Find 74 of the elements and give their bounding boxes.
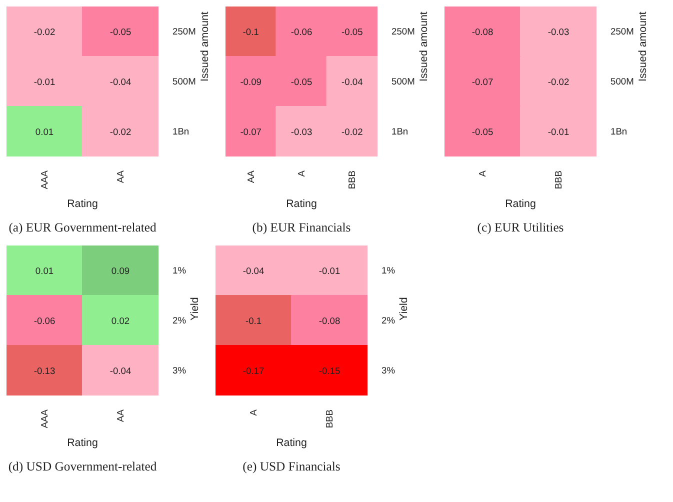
data-label: -0.08 xyxy=(318,316,340,326)
y-tick-label: 2% xyxy=(382,316,395,326)
data-label: -0.1 xyxy=(242,27,259,37)
text: (b) EUR Financials xyxy=(252,220,351,234)
data-label: -0.06 xyxy=(34,316,56,326)
x-axis-title: Rating xyxy=(67,437,98,450)
x-tick-label: AA xyxy=(246,170,256,183)
y-tick-label: 2% xyxy=(172,316,186,326)
text: (d) USD Government-related xyxy=(8,460,158,474)
data-label: -0.04 xyxy=(242,266,264,276)
y-tick-label: 1Bn xyxy=(392,126,408,136)
data-label: -0.05 xyxy=(290,77,312,87)
data-label: -0.01 xyxy=(34,77,56,87)
data-label: -0.04 xyxy=(342,77,363,87)
data-label: -0.05 xyxy=(342,27,363,37)
x-tick-label: AA xyxy=(116,408,126,422)
y-axis-title: Yield xyxy=(188,297,201,320)
data-label: -0.15 xyxy=(318,366,340,376)
y-tick-label: 1% xyxy=(172,266,186,276)
data-label: -0.17 xyxy=(242,366,264,376)
data-label: -0.05 xyxy=(472,127,494,137)
y-tick-label: 3% xyxy=(382,366,395,376)
x-tick-label: AAA xyxy=(40,408,50,428)
data-label: -0.02 xyxy=(548,77,570,87)
y-axis-title: Issued amount xyxy=(636,12,649,82)
x-tick-label: BBB xyxy=(324,409,334,428)
data-label: -0.04 xyxy=(110,366,132,376)
x-tick-label: BBB xyxy=(554,170,564,190)
data-label: 0.02 xyxy=(111,316,130,326)
text: (a) EUR Government-related xyxy=(8,220,157,234)
x-tick-label: BBB xyxy=(347,170,358,190)
data-label: -0.07 xyxy=(472,77,494,87)
x-axis-title: Rating xyxy=(276,437,307,450)
y-tick-label: 500M xyxy=(172,76,196,86)
data-label: -0.05 xyxy=(110,27,132,37)
data-label: -0.06 xyxy=(290,27,312,37)
data-label: -0.02 xyxy=(342,127,363,137)
y-tick-label: 500M xyxy=(392,76,415,86)
data-label: -0.03 xyxy=(548,27,570,37)
y-tick-label: 1Bn xyxy=(172,126,190,136)
data-label: -0.02 xyxy=(110,127,132,137)
y-tick-label: 3% xyxy=(172,366,186,376)
x-tick-label: A xyxy=(478,170,488,177)
y-axis-title: Issued amount xyxy=(418,12,430,82)
data-label: -0.09 xyxy=(240,77,262,87)
data-label: -0.01 xyxy=(318,266,340,276)
y-tick-label: 250M xyxy=(172,26,196,36)
y-tick-label: 1% xyxy=(382,266,395,276)
x-axis-title: Rating xyxy=(505,198,536,210)
data-label: -0.02 xyxy=(34,27,56,37)
data-label: -0.08 xyxy=(472,27,494,37)
data-label: -0.07 xyxy=(240,127,262,137)
data-label: 0.01 xyxy=(35,127,54,137)
data-label: -0.01 xyxy=(548,127,570,137)
text: (e) USD Financials xyxy=(242,460,340,474)
data-label: -0.04 xyxy=(110,77,132,87)
data-label: 0.01 xyxy=(35,266,54,276)
x-tick-label: A xyxy=(296,170,306,177)
y-tick-label: 1Bn xyxy=(610,126,628,136)
text: (c) EUR Utilities xyxy=(477,220,564,234)
data-label: -0.1 xyxy=(245,316,262,326)
y-axis-title: Yield xyxy=(398,297,410,320)
x-tick-label: AA xyxy=(116,170,126,183)
x-tick-label: A xyxy=(248,408,258,416)
y-axis-title: Issued amount xyxy=(198,12,211,82)
x-tick-label: AAA xyxy=(40,170,50,190)
data-label: -0.13 xyxy=(34,366,56,376)
data-label: -0.03 xyxy=(290,127,312,137)
y-tick-label: 250M xyxy=(392,26,415,36)
y-tick-label: 500M xyxy=(610,76,634,86)
data-label: 0.09 xyxy=(111,266,130,276)
y-tick-label: 250M xyxy=(610,26,634,36)
x-axis-title: Rating xyxy=(286,198,317,210)
x-axis-title: Rating xyxy=(67,198,98,210)
